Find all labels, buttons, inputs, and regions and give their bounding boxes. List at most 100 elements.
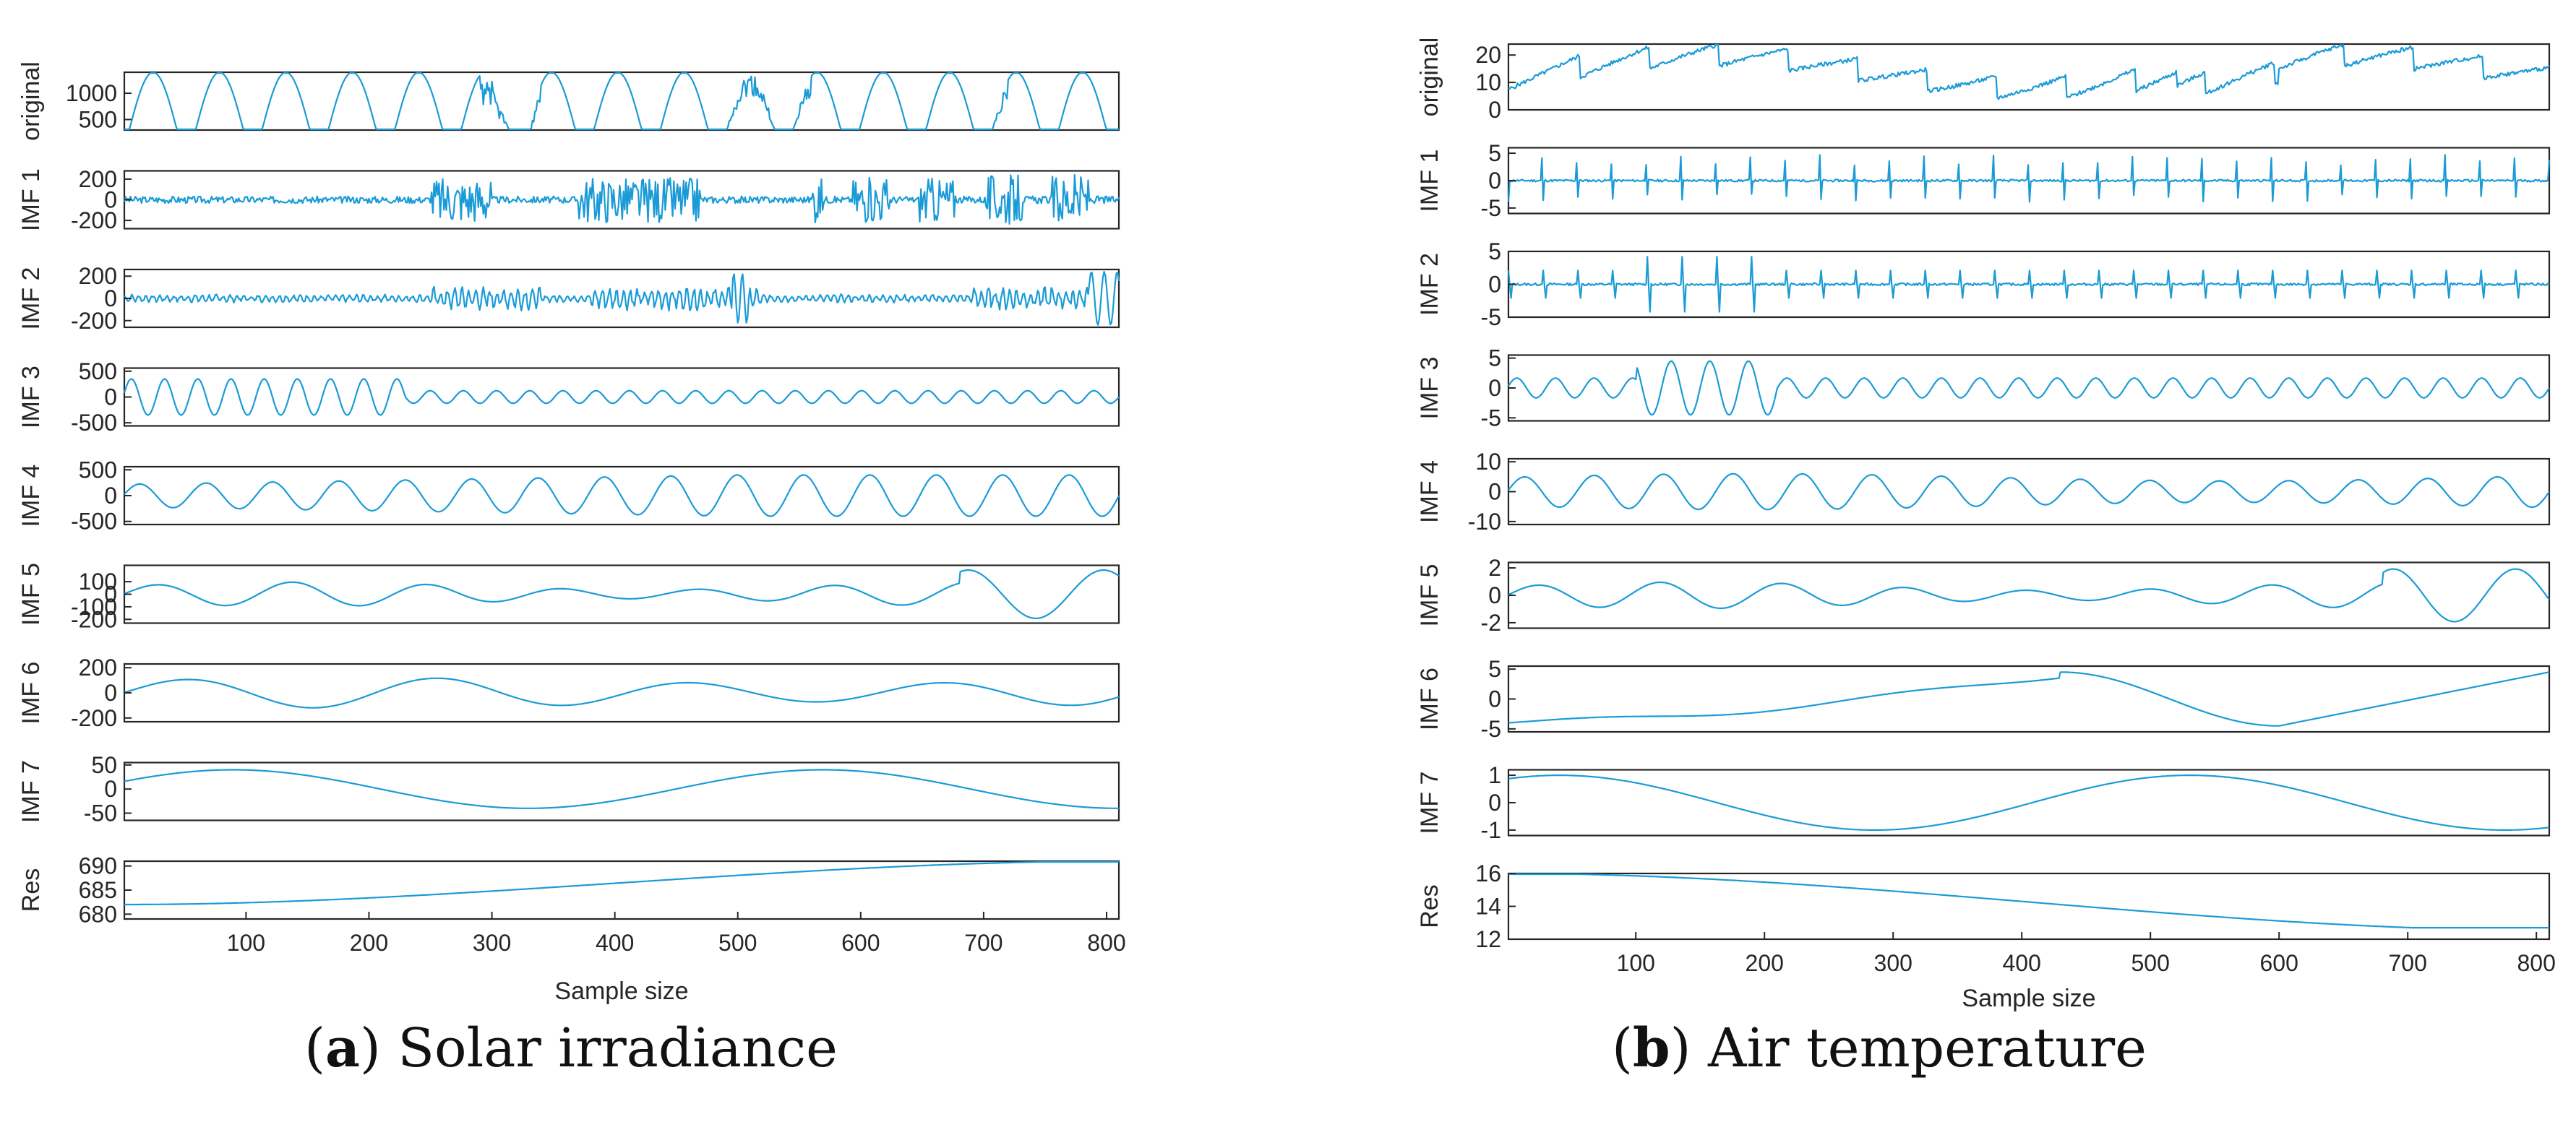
- x-tick-label: 800: [2517, 950, 2556, 976]
- y-tick-label: 14: [1475, 894, 1501, 920]
- y-tick-label: -5: [1481, 405, 1501, 431]
- series-line: [1508, 774, 2550, 831]
- x-tick-label: 700: [964, 930, 1003, 956]
- subplot-imf-4: 10 0 -10 IMF 4: [1416, 449, 2551, 535]
- y-tick-label: -100: [71, 594, 117, 620]
- y-tick-label: -200: [71, 207, 117, 233]
- x-tick-label: 100: [1617, 950, 1655, 976]
- y-tick-label: 0: [1488, 582, 1501, 608]
- subplot-imf-6: 5 0 -5 IMF 6: [1416, 656, 2551, 742]
- subplot-res: 16 14 12 Res 100 200 300 400 500 600 700 800: [1416, 860, 2556, 976]
- axes-box: [1507, 769, 2551, 837]
- axes-box: [123, 761, 1120, 821]
- axes-box: [1507, 665, 2551, 733]
- y-tick-label: 500: [79, 358, 117, 384]
- y-tick-label: 50: [91, 752, 117, 778]
- y-tick-label: 0: [104, 680, 117, 706]
- x-tick-label: 500: [718, 930, 757, 956]
- series-line: [124, 271, 1120, 326]
- series-line: [124, 569, 1120, 619]
- x-tick-label: 600: [841, 930, 880, 956]
- x-tick-label: 200: [350, 930, 388, 956]
- series-line: [1507, 154, 2551, 203]
- x-tick-label: 400: [596, 930, 634, 956]
- y-tick-label: -10: [1468, 509, 1501, 535]
- axes-box: [123, 663, 1120, 723]
- y-tick-label: 0: [104, 384, 117, 410]
- y-tick-label: 1000: [66, 80, 117, 106]
- y-tick-label: -500: [71, 410, 117, 436]
- y-axis-label: Res: [17, 868, 45, 912]
- y-tick-label: 500: [79, 457, 117, 483]
- y-axis-label: IMF 1: [17, 168, 45, 231]
- y-tick-label: -5: [1481, 716, 1501, 742]
- series-line: [1507, 256, 2550, 313]
- y-tick-label: 2: [1488, 555, 1501, 581]
- x-tick-label: 200: [1746, 950, 1784, 976]
- subplot-imf-1: 50-5 IMF 1: [1416, 140, 2551, 221]
- y-tick-label: 0: [104, 776, 117, 802]
- series-line: [1508, 873, 2549, 929]
- subplot-imf-3: 5 0 -5 IMF 3: [1416, 345, 2551, 431]
- series-line: [1508, 43, 2550, 100]
- y-tick-label: -50: [84, 800, 117, 827]
- y-axis-label: IMF 4: [1416, 460, 1443, 523]
- y-tick-label: 10: [1475, 69, 1501, 95]
- y-axis-label: IMF 1: [1416, 150, 1443, 212]
- y-tick-label: 680: [79, 901, 117, 927]
- series-line: [1508, 568, 2550, 623]
- y-axis-label: Res: [1416, 884, 1443, 928]
- y-tick-label: 0: [1488, 375, 1501, 401]
- y-axis-label: IMF 2: [17, 267, 45, 330]
- y-tick-label: -5: [1481, 304, 1501, 330]
- y-tick-label: 0: [1488, 272, 1501, 298]
- series-line: [124, 769, 1119, 809]
- series-line: [123, 174, 1120, 225]
- y-tick-label: -5: [1481, 195, 1501, 221]
- series-line: [1508, 472, 2550, 511]
- y-tick-label: -1: [1481, 817, 1501, 843]
- x-tick-label: 700: [2389, 950, 2427, 976]
- y-tick-label: 16: [1475, 860, 1501, 886]
- y-tick-label: 200: [79, 655, 117, 681]
- y-tick-label: 0: [1488, 790, 1501, 816]
- y-tick-label: 0: [1488, 479, 1501, 505]
- y-axis-label: IMF 6: [17, 662, 45, 725]
- y-tick-label: 5: [1488, 238, 1501, 264]
- x-tick-label: 100: [227, 930, 265, 956]
- y-axis-label: IMF 2: [1416, 253, 1443, 316]
- subplot-imf-7: 500-50 IMF 7: [17, 752, 1120, 827]
- x-tick-label: 600: [2260, 950, 2298, 976]
- axes-box: [1507, 561, 2551, 629]
- x-tick-label: 400: [2003, 950, 2041, 976]
- y-tick-label: 0: [1488, 686, 1501, 712]
- y-tick-label: 12: [1475, 926, 1501, 952]
- y-tick-label: 500: [79, 106, 117, 132]
- y-tick-label: 200: [79, 263, 117, 289]
- subplot-imf-7: 10-1 IMF 7: [1416, 762, 2551, 843]
- y-tick-label: -200: [71, 705, 117, 731]
- y-tick-label: 200: [79, 166, 117, 192]
- y-tick-label: 5: [1488, 345, 1501, 371]
- series-line: [123, 378, 1120, 416]
- x-axis-label: Sample size: [554, 978, 688, 1005]
- y-tick-label: 5: [1488, 140, 1501, 166]
- y-tick-label: 5: [1488, 656, 1501, 682]
- y-axis-label: IMF 3: [1416, 357, 1443, 420]
- x-axis-label: Sample size: [1962, 985, 2095, 1012]
- x-tick-label: 800: [1087, 930, 1125, 956]
- y-tick-label: 0: [104, 285, 117, 311]
- y-axis-label: IMF 5: [1416, 564, 1443, 627]
- subplot-imf-5: 1000-100-200 IMF 5: [17, 563, 1120, 632]
- y-tick-label: 0: [1488, 97, 1501, 123]
- y-tick-label: 1: [1488, 762, 1501, 788]
